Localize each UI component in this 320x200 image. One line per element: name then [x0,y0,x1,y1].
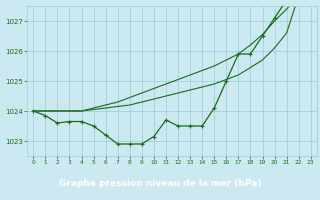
Text: Graphe pression niveau de la mer (hPa): Graphe pression niveau de la mer (hPa) [59,180,261,188]
